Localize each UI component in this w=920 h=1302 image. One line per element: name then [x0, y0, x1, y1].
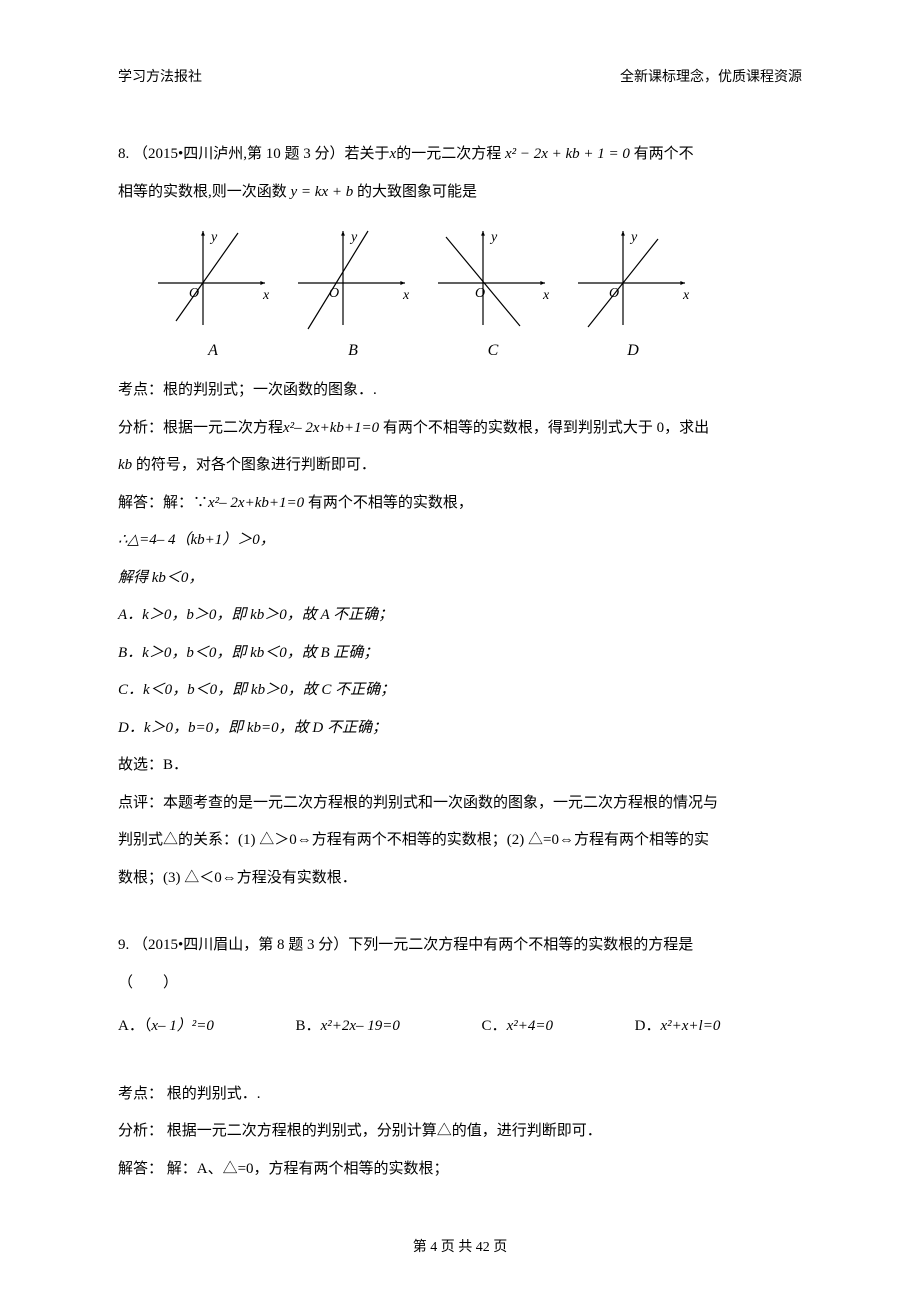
svg-text:x: x: [682, 288, 690, 303]
q8-dianping2: 判别式△的关系：(1) △＞0⇔方程有两个不相等的实数根；(2) △=0⇔方程有…: [118, 822, 802, 860]
svg-text:y: y: [489, 230, 498, 245]
header-right: 全新课标理念，优质课程资源: [620, 66, 802, 86]
q8-guxuan: 故选：B．: [118, 747, 802, 785]
q8-optB: B．k＞0，b＜0，即 kb＜0，故 B 正确；: [118, 635, 802, 673]
svg-text:y: y: [629, 230, 638, 245]
graph-d-svg: xyO: [568, 221, 698, 336]
svg-text:y: y: [349, 230, 358, 245]
page-footer: 第 4 页 共 42 页: [0, 1236, 920, 1256]
q9-optC: C．x²+4=0: [482, 1008, 635, 1046]
q8-dianping3: 数根；(3) △＜0⇔方程没有实数根．: [118, 860, 802, 898]
q9-fenxi: 分析： 根据一元二次方程根的判别式，分别计算△的值，进行判断即可．: [118, 1113, 802, 1151]
graph-c: x y O C: [428, 221, 558, 360]
q9-optA: A．（x– 1）²=0: [118, 1008, 296, 1046]
graph-d-label: D: [627, 342, 639, 360]
q9-kaodian: 考点： 根的判别式．.: [118, 1076, 802, 1114]
q8-jiede: 解得 kb＜0，: [118, 560, 802, 598]
q9-jieda: 解答： 解：A、△=0，方程有两个相等的实数根；: [118, 1151, 802, 1189]
svg-text:O: O: [189, 286, 199, 301]
q8-optA: A．k＞0，b＞0，即 kb＞0，故 A 不正确；: [118, 597, 802, 635]
q9-optB: B．x²+2x– 19=0: [296, 1008, 482, 1046]
q8-jieda-line: 解答：解：∵x²– 2x+kb+1=0 有两个不相等的实数根，: [118, 485, 802, 523]
q9-stem: 9. （2015•四川眉山，第 8 题 3 分）下列一元二次方程中有两个不相等的…: [118, 927, 802, 965]
q8-stem-line1: 8. （2015•四川泸州,第 10 题 3 分）若关于x的一元二次方程 x² …: [118, 136, 802, 174]
q8-delta: ∴△=4– 4（kb+1）＞0，: [118, 522, 802, 560]
graph-a-svg: x y O: [148, 221, 278, 336]
graph-c-label: C: [488, 342, 499, 360]
header-left: 学习方法报社: [118, 66, 202, 86]
svg-text:O: O: [475, 286, 485, 301]
q8-kaodian: 考点：根的判别式；一次函数的图象．.: [118, 372, 802, 410]
graph-b: x y O B: [288, 221, 418, 360]
graph-b-label: B: [348, 342, 358, 360]
q9-paren: （ ）: [118, 965, 802, 1003]
q8-stem-line2: 相等的实数根,则一次函数 y = kx + b 的大致图象可能是: [118, 174, 802, 212]
q9-optD: D．x²+x+l=0: [635, 1008, 802, 1046]
svg-text:x: x: [542, 288, 550, 303]
graph-a-label: A: [208, 342, 218, 360]
q9-options: A．（x– 1）²=0 B．x²+2x– 19=0 C．x²+4=0 D．x²+…: [118, 1008, 802, 1046]
q8-graphs: x y O A x y O B x y O C x y O D: [148, 221, 802, 360]
graph-c-svg: x y O: [428, 221, 558, 336]
q8-fenxi-line2: kb 的符号，对各个图象进行判断即可．: [118, 447, 802, 485]
q8-optC: C．k＜0，b＜0，即 kb＞0，故 C 不正确；: [118, 672, 802, 710]
q8-optD: D．k＞0，b=0，即 kb=0，故 D 不正确；: [118, 710, 802, 748]
svg-text:y: y: [209, 230, 218, 245]
q8-dianping1: 点评：本题考查的是一元二次方程根的判别式和一次函数的图象，一元二次方程根的情况与: [118, 785, 802, 823]
graph-a: x y O A: [148, 221, 278, 360]
graph-b-svg: x y O: [288, 221, 418, 336]
q8-fenxi-line1: 分析：根据一元二次方程x²– 2x+kb+1=0 有两个不相等的实数根，得到判别…: [118, 410, 802, 448]
graph-d: xyO D: [568, 221, 698, 360]
svg-text:x: x: [402, 288, 410, 303]
svg-text:O: O: [329, 286, 339, 301]
svg-text:x: x: [262, 288, 270, 303]
